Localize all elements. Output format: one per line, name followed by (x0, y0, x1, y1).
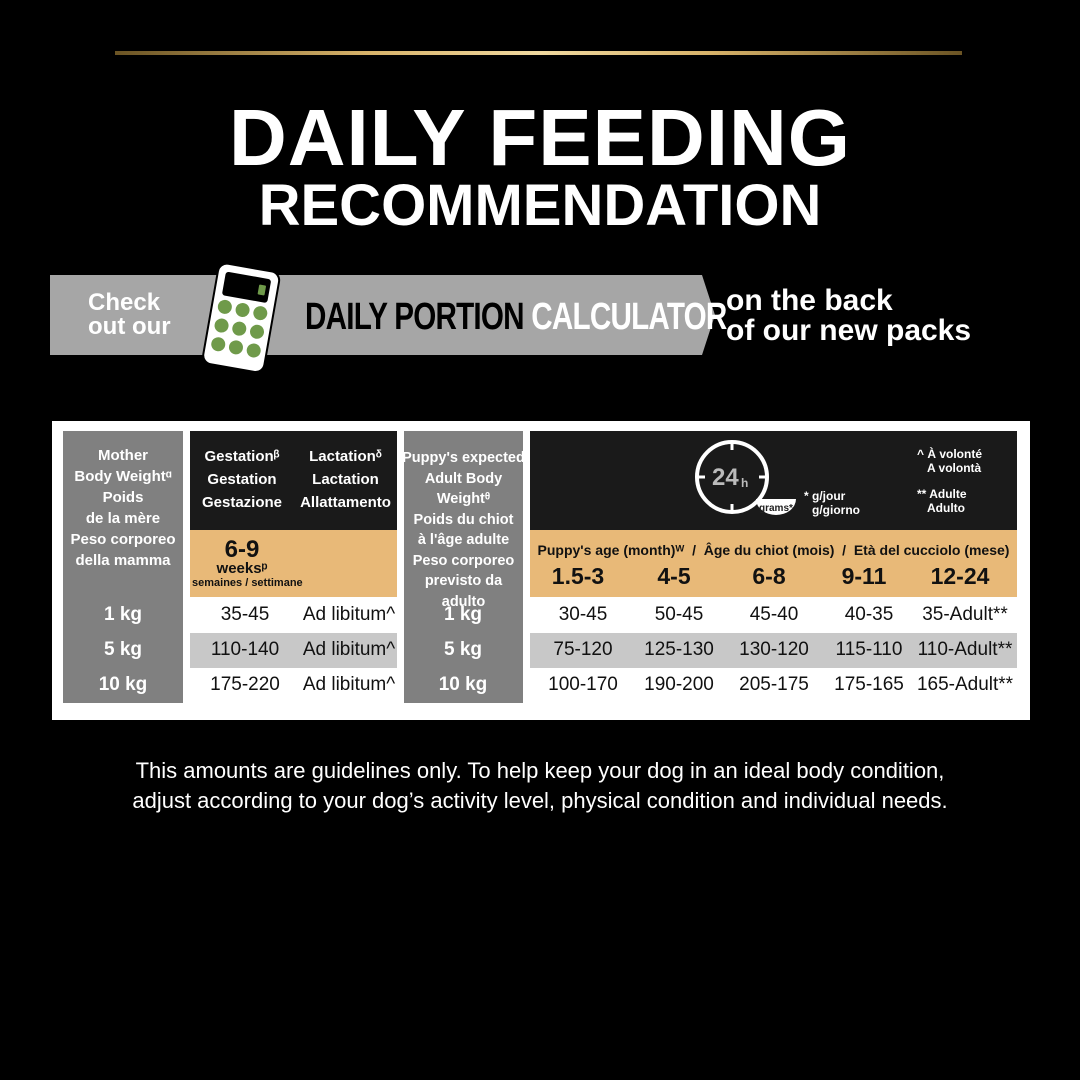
24h-clock-bowl-icon: 24 h grams* (695, 440, 796, 515)
note-ad-libitum-it: A volontà (927, 461, 982, 475)
calculator-banner (50, 275, 715, 355)
table-cell: 110-140 (210, 639, 280, 660)
header-line: Peso corporeo (412, 552, 515, 569)
table-cell: 10 kg (98, 674, 148, 695)
note-adult-fr: ** Adulte (917, 487, 967, 501)
row-highlight (530, 633, 1017, 668)
feeding-table: Mother Body Weightᵅ Poids de la mère Peso co… (52, 421, 1030, 720)
calculator-icon (202, 262, 281, 374)
table-cell: 35-Adult** (922, 604, 1008, 625)
table-cell: 190-200 (644, 674, 714, 695)
gestation-lactation-header (190, 431, 397, 530)
table-cell: 75-120 (553, 639, 613, 660)
grams-label: grams* (759, 503, 793, 514)
header-line: de la mère (85, 510, 161, 527)
disclaimer-line1: This amounts are guidelines only. To hel… (135, 758, 945, 783)
banner-check-text: Check out our (88, 291, 171, 339)
grams-note-2: g/giorno (812, 503, 860, 517)
age-band (530, 530, 1017, 597)
header-line: Lactation (312, 471, 379, 488)
puppy-weight-column (404, 431, 523, 703)
table-cell: 110-Adult** (917, 639, 1013, 660)
lactation-header: Lactationᵟ Lactation Allattamento (294, 445, 397, 514)
table-cell: 1 kg (443, 604, 483, 625)
page-title: DAILY FEEDING (228, 93, 852, 182)
table-cell: 175-165 (834, 674, 904, 695)
page-subtitle: RECOMMENDATION (258, 173, 822, 238)
mother-header: Mother Body Weightᵅ Poids de la mère Peso co… (63, 445, 183, 571)
header-line: Body Weightᵅ (74, 468, 172, 485)
table-cell: 35-45 (220, 604, 270, 625)
age-header: Puppy's age (month)ᵂ / Âge du chiot (moi… (537, 542, 1010, 558)
age-column-label: 12-24 (930, 563, 990, 589)
table-cell: 45-40 (749, 604, 799, 625)
grams-note: * g/jour g/giorno (804, 489, 860, 517)
gestation-header: Gestationᵝ Gestation Gestazione (190, 445, 294, 514)
table-cell: 205-175 (739, 674, 809, 695)
clock-unit: h (741, 476, 748, 490)
back-line1: on the back (726, 284, 893, 317)
row-highlight (190, 633, 397, 668)
header-line: Gestation (207, 471, 277, 488)
disclaimer: This amounts are guidelines only. To hel… (0, 756, 1080, 816)
daily-portion-calculator-label: DAILY PORTION CALCULATOR (305, 296, 727, 339)
header-line: Mother (98, 447, 148, 464)
notes: ^ À volonté A volontà ** Adulte Adulto (917, 447, 982, 515)
header-line: Gestazione (201, 494, 283, 511)
weeks-translations: semaines / settimane (192, 577, 303, 589)
note-ad-libitum-fr: ^ À volonté (917, 447, 983, 461)
table-cell: Ad libitum^ (302, 604, 396, 625)
age-column-label: 6-8 (752, 563, 786, 589)
note-adult-it: Adulto (927, 501, 965, 515)
header-line: Allattamento (300, 494, 391, 511)
check-line1: Check (88, 289, 161, 316)
table-cell: 1 kg (103, 604, 143, 625)
table-cell: 165-Adult** (916, 674, 1014, 695)
grams-note-1: * g/jour (804, 489, 846, 503)
disclaimer-line2: adjust according to your dog’s activity … (132, 788, 948, 813)
age-column-label: 9-11 (841, 563, 887, 589)
table-cell: 30-45 (558, 604, 608, 625)
table-cell: 40-35 (844, 604, 894, 625)
header-line: Poids (102, 489, 144, 506)
table-cell: 115-110 (835, 639, 903, 660)
gestation-weeks-band (190, 530, 397, 597)
table-cell: 10 kg (438, 674, 488, 695)
table-cell: 175-220 (210, 674, 280, 695)
header-line: Gestationᵝ (204, 448, 280, 465)
gestation-weeks: 6-9 (224, 536, 260, 563)
clock-24-label: 24 (712, 464, 739, 491)
table-cell: 5 kg (103, 639, 143, 660)
gold-divider (115, 51, 962, 55)
table-cell: 100-170 (548, 674, 618, 695)
header-line: Puppy's expected (402, 450, 525, 466)
calc-black-text: DAILY PORTION (305, 296, 532, 338)
header-line: della mamma (75, 552, 171, 569)
back-of-pack-text: on the back of our new packs (726, 286, 971, 346)
table-cell: Ad libitum^ (302, 674, 396, 695)
mother-weight-column (63, 431, 183, 703)
table-cell: Ad libitum^ (302, 639, 396, 660)
header-line: previsto da adulto (424, 573, 503, 610)
header-line: Poids du chiot (413, 511, 514, 528)
header-line: Peso corporeo (70, 531, 176, 548)
age-column-label: 4-5 (657, 563, 691, 589)
check-line2: out our (88, 313, 171, 340)
calc-white-text: CALCULATOR (531, 296, 727, 338)
back-line2: of our new packs (726, 314, 972, 347)
table-cell: 125-130 (644, 639, 714, 660)
header-line: à l'âge adulte (417, 532, 510, 548)
table-cell: 50-45 (654, 604, 704, 625)
puppy-header: Puppy's expected Adult Body Weightᶿ Poids … (402, 448, 525, 612)
weeks-label: weeksᵖ (216, 560, 268, 577)
table-cell: 130-120 (739, 639, 809, 660)
header-line: Adult Body Weightᶿ (424, 470, 503, 508)
table-cell: 5 kg (443, 639, 483, 660)
age-column-label: 1.5-3 (551, 563, 605, 589)
header-line: Lactationᵟ (309, 448, 382, 465)
